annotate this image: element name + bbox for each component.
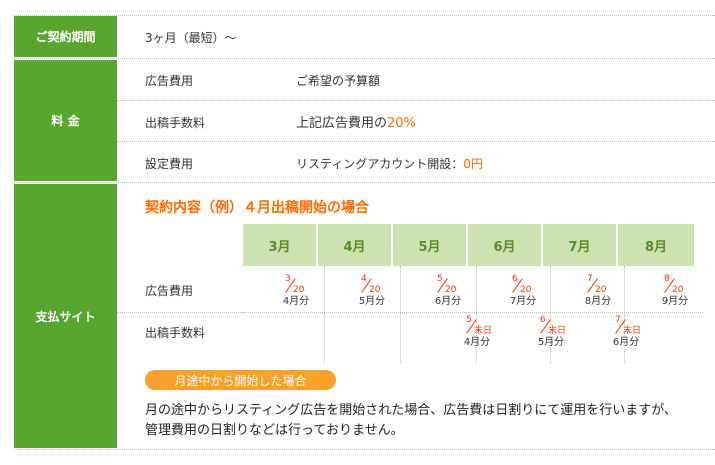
fee-value-ad: ご希望の予算額 [296,74,381,88]
grid-line [476,266,477,364]
month-cell: 5月 [393,224,468,266]
payment-row-label-ad: 広告費用 [145,284,194,298]
divider [14,182,715,183]
fees-header: 料 金 [14,60,117,181]
payment-date: 7 末日 6月分 [612,315,642,348]
fee-value-setup: リスティングアカウント開設：0円 [296,157,483,171]
divider [117,100,715,101]
fee-value-commission: 上記広告費用の20% [296,116,416,131]
mid-month-start-badge: 月途中から開始した場合 [145,370,336,390]
divider [14,15,715,16]
payment-date: 5 20 6月分 [434,274,462,307]
grid-line [550,266,551,364]
month-cell: 4月 [318,224,393,266]
grid-line [324,266,325,364]
fee-label-ad: 広告費用 [145,74,194,88]
fee-label-commission: 出稿手数料 [145,116,206,130]
month-cell: 3月 [243,224,318,266]
payment-header: 支払サイト [14,184,117,448]
payment-date: 7 20 8月分 [584,274,612,307]
payment-row-label-commission: 出稿手数料 [145,326,206,340]
month-cell: 6月 [468,224,543,266]
divider [117,141,715,142]
payment-date: 3 20 4月分 [282,274,310,307]
divider [117,312,243,313]
payment-date: 4 20 5月分 [358,274,386,307]
payment-example-title: 契約内容（例）４月出稿開始の場合 [145,200,369,216]
payment-date: 6 20 7月分 [509,274,537,307]
grid-line [400,266,401,364]
month-cell: 8月 [618,224,694,266]
divider [14,58,715,59]
mid-month-note: 月の途中からリスティング広告を開始された場合、広告費は日割りにて運用を行いますが… [145,403,677,438]
divider [14,449,715,450]
payment-date: 5 末日 4月分 [463,315,493,348]
grid-line [243,312,703,313]
month-header-row: 3月 4月 5月 6月 7月 8月 [243,224,694,266]
payment-date: 6 末日 5月分 [537,315,567,348]
month-cell: 7月 [543,224,618,266]
contract-period-header: ご契約期間 [14,16,117,57]
grid-line [624,266,625,364]
payment-date: 8 20 9月分 [661,274,689,307]
contract-period-value: 3ヶ月（最短）〜 [145,31,237,45]
fee-label-setup: 設定費用 [145,157,194,171]
